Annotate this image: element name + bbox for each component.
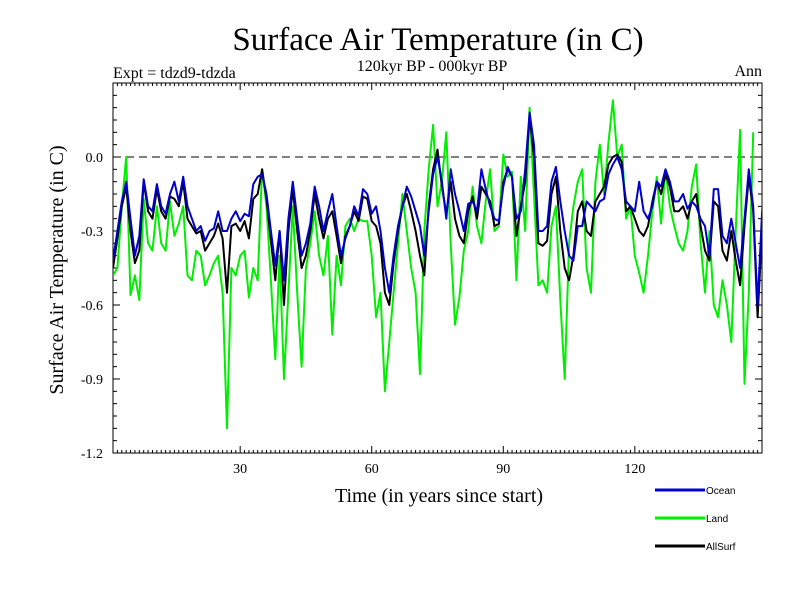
legend: Ocean Land AllSurf [655,486,736,553]
series-line-ocean [113,111,762,306]
y-tick-label: -0.9 [81,373,103,388]
x-tick-label: 60 [365,462,379,477]
x-tick-label: 90 [496,462,510,477]
chart-subtitle: 120kyr BP - 000kyr BP [357,58,508,75]
series-line-allsurf [113,114,762,319]
y-tick-label: -0.3 [81,225,103,240]
legend-label-allsurf: AllSurf [706,542,736,553]
x-tick-label: 120 [624,462,645,477]
experiment-label: Expt = tdzd9-tdzda [113,65,236,82]
x-axis-label: Time (in years since start) [335,485,543,507]
y-tick-label: -1.2 [81,447,103,462]
plot-frame [112,82,763,454]
x-tick-label: 30 [233,462,247,477]
chart-title: Surface Air Temperature (in C) [232,22,643,58]
plot-area: 30 60 90 120 -1.2 -0.9 -0.6 -0.3 0.0 [81,82,763,477]
y-tick-label: 0.0 [86,151,104,166]
legend-label-ocean: Ocean [706,486,735,497]
y-tick-label: -0.6 [81,299,103,314]
legend-label-land: Land [706,514,728,525]
series-line-land [113,99,755,430]
season-label: Ann [734,63,762,80]
y-axis-label: Surface Air Temperature (in C) [46,145,68,394]
